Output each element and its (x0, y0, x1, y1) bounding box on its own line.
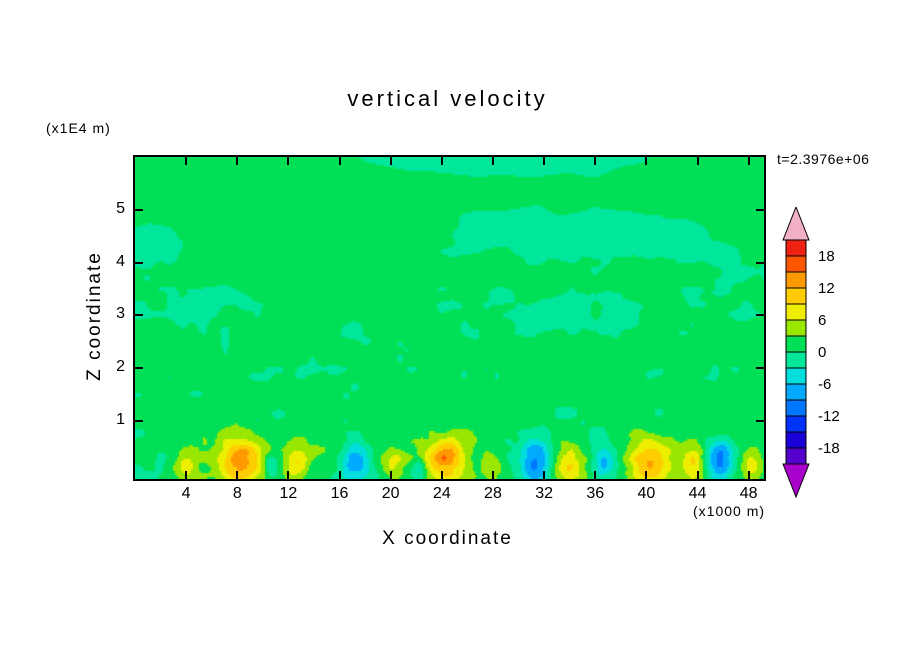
x-axis-unit: (x1000 m) (693, 503, 766, 519)
colorbar-band (785, 351, 807, 369)
x-tick (747, 471, 750, 479)
x-tick (389, 471, 392, 479)
colorbar-band (785, 255, 807, 273)
x-tick (185, 157, 188, 165)
colorbar-band (785, 399, 807, 417)
x-tick (440, 157, 443, 165)
x-tick-label: 40 (637, 485, 656, 502)
z-tick (756, 314, 764, 317)
x-tick (594, 471, 597, 479)
z-tick (756, 261, 764, 264)
x-tick-label: 32 (535, 485, 553, 502)
z-tick (135, 419, 143, 422)
z-tick (756, 419, 764, 422)
z-tick (135, 208, 143, 211)
colorbar-label: -6 (818, 376, 831, 393)
colorbar-label: -12 (818, 408, 840, 425)
x-tick-label: 20 (381, 485, 400, 502)
x-tick (747, 157, 750, 165)
colorbar-label: 12 (818, 280, 835, 297)
x-tick-label: 16 (330, 485, 349, 502)
x-tick (696, 157, 699, 165)
colorbar-bottom-arrow (782, 463, 810, 499)
colorbar-label: -18 (818, 440, 840, 457)
x-tick-label: 28 (484, 485, 502, 502)
z-tick-label: 2 (116, 358, 125, 376)
colorbar-band (785, 239, 807, 257)
colorbar-top-arrow (782, 207, 810, 241)
x-tick (287, 157, 290, 165)
z-tick (756, 367, 764, 370)
z-tick (135, 314, 143, 317)
colorbar-band (785, 271, 807, 289)
plot-title: vertical velocity (347, 86, 548, 111)
colorbar-band (785, 447, 807, 465)
colorbar-band (785, 335, 807, 353)
colorbar-band (785, 287, 807, 305)
time-annotation: t=2.3976e+06 (777, 151, 870, 167)
colorbar-band (785, 319, 807, 337)
x-tick-label: 24 (432, 485, 451, 502)
x-tick (491, 471, 494, 479)
colorbar-label: 18 (818, 248, 835, 265)
x-tick (645, 471, 648, 479)
x-tick (389, 157, 392, 165)
x-axis-label: X coordinate (382, 528, 513, 549)
colorbar-band (785, 367, 807, 385)
x-tick (543, 471, 546, 479)
x-tick-label: 4 (181, 485, 191, 502)
x-tick (543, 157, 546, 165)
z-tick-label: 4 (116, 252, 125, 270)
z-tick (135, 367, 143, 370)
z-tick (756, 208, 764, 211)
x-tick (594, 157, 597, 165)
x-tick-label: 44 (688, 485, 707, 502)
x-tick (696, 471, 699, 479)
x-tick (287, 471, 290, 479)
x-tick (185, 471, 188, 479)
colorbar-band (785, 303, 807, 321)
z-tick-label: 3 (116, 305, 125, 323)
x-tick (491, 157, 494, 165)
x-tick-label: 8 (232, 485, 242, 502)
x-tick (338, 157, 341, 165)
colorbar-band (785, 415, 807, 433)
x-tick-label: 36 (586, 485, 605, 502)
contour-canvas (135, 157, 764, 479)
colorbar-band (785, 383, 807, 401)
x-tick (645, 157, 648, 165)
colorbar-label: 0 (818, 344, 826, 361)
x-tick (440, 471, 443, 479)
z-axis-unit: (x1E4 m) (46, 120, 111, 136)
z-tick-label: 1 (116, 410, 125, 428)
x-tick (236, 157, 239, 165)
colorbar-label: 6 (818, 312, 826, 329)
colorbar: 18 12 6 0 -6 -12 -18 (782, 207, 840, 499)
x-tick (338, 471, 341, 479)
z-tick (135, 261, 143, 264)
plot-frame: 4 8 12 16 20 24 28 32 36 40 44 48 1 2 3 4 5 (116, 155, 766, 502)
x-tick-label: 48 (739, 485, 758, 502)
colorbar-band (785, 431, 807, 449)
x-tick (236, 471, 239, 479)
x-tick-label: 12 (279, 485, 298, 502)
z-tick-label: 5 (116, 199, 125, 217)
